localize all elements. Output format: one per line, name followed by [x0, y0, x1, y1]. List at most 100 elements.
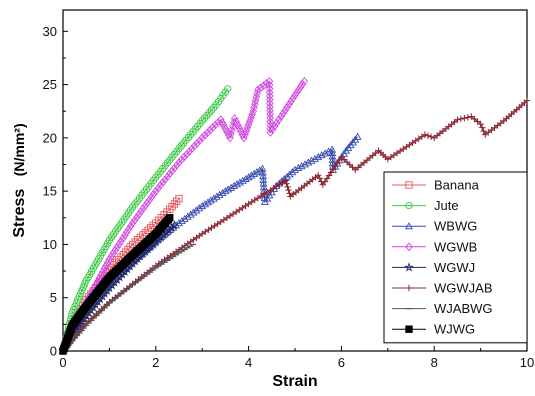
legend-label: WGWB: [434, 239, 477, 254]
data-point: [273, 118, 281, 128]
data-point: [126, 243, 134, 251]
data-point: [203, 111, 211, 120]
data-point: [314, 152, 323, 161]
data-point: [230, 181, 239, 189]
data-point: [79, 283, 88, 291]
data-point: [258, 168, 267, 176]
y-tick-label: 5: [50, 290, 57, 305]
data-point: [291, 165, 299, 173]
data-point: [175, 194, 183, 203]
data-point: [75, 293, 83, 301]
y-tick-label: 10: [43, 237, 57, 252]
data-point: [405, 201, 413, 210]
data-point: [215, 190, 224, 198]
data-point: [170, 200, 179, 208]
data-point: [285, 99, 293, 109]
data-point: [173, 197, 181, 205]
legend-item-wgwj: WGWJ: [392, 260, 475, 275]
y-tick-label: 20: [43, 130, 57, 145]
data-point: [286, 190, 293, 197]
data-point: [285, 186, 292, 194]
data-point: [128, 240, 137, 249]
data-point: [277, 112, 285, 121]
data-point: [283, 103, 291, 112]
legend-label: Jute: [434, 198, 459, 213]
data-point: [244, 173, 253, 181]
data-point: [146, 224, 155, 232]
data-point: [165, 169, 174, 179]
legend-item-wgwjab: WGWJAB: [392, 281, 493, 296]
x-tick-label: 8: [431, 355, 438, 370]
data-point: [183, 212, 192, 220]
data-point: [235, 178, 244, 186]
data-point: [404, 262, 414, 272]
data-point: [259, 183, 268, 191]
data-point: [201, 200, 210, 208]
legend-item-banana: Banana: [392, 178, 480, 193]
data-point: [158, 178, 167, 187]
data-point: [317, 151, 326, 159]
data-point: [464, 114, 472, 121]
data-point: [177, 216, 186, 225]
x-axis-title: Strain: [272, 373, 317, 390]
data-point: [175, 157, 183, 167]
data-point: [119, 233, 127, 243]
data-point: [328, 148, 337, 156]
data-point: [283, 172, 292, 180]
data-point: [230, 114, 239, 124]
data-point: [288, 168, 297, 176]
data-point: [143, 198, 152, 208]
legend-label: WBWG: [434, 219, 477, 234]
data-point: [304, 158, 313, 166]
data-point: [136, 233, 144, 241]
data-point: [218, 118, 227, 128]
data-point: [117, 236, 125, 246]
data-point: [105, 254, 114, 264]
data-point: [133, 212, 141, 222]
data-point: [182, 149, 191, 159]
data-point: [238, 176, 247, 184]
data-point: [207, 106, 216, 114]
data-point: [259, 171, 268, 180]
data-point: [137, 207, 145, 216]
data-point: [188, 144, 196, 154]
data-point: [241, 174, 250, 183]
data-point: [115, 239, 123, 249]
x-tick-label: 6: [338, 355, 345, 370]
data-point: [200, 114, 209, 122]
data-point: [170, 163, 179, 173]
data-point: [477, 120, 484, 128]
legend-label: Banana: [434, 178, 480, 193]
y-axis-title: Stress (N/mm²): [11, 123, 28, 237]
data-point: [328, 145, 337, 153]
data-point: [156, 181, 165, 190]
data-point: [180, 152, 188, 162]
data-point: [328, 152, 337, 160]
data-point: [123, 227, 131, 237]
data-point: [227, 183, 236, 191]
data-point: [224, 185, 233, 193]
data-point: [198, 117, 206, 125]
data-point: [405, 284, 413, 292]
x-tick-label: 2: [152, 355, 159, 370]
data-point: [175, 218, 183, 227]
data-point: [523, 97, 531, 104]
y-tick-label: 15: [43, 184, 57, 199]
data-point: [216, 115, 225, 125]
data-point: [221, 187, 230, 195]
legend-item-wgwb: WGWB: [392, 239, 477, 254]
data-point: [461, 114, 468, 122]
data-point: [212, 192, 221, 200]
data-point: [259, 179, 268, 187]
x-tick-label: 4: [245, 355, 252, 370]
data-point: [186, 210, 195, 218]
data-point: [168, 202, 176, 211]
data-point: [353, 132, 362, 140]
data-point: [97, 270, 105, 280]
data-point: [124, 224, 133, 234]
legend-label: WJABWG: [434, 301, 493, 316]
data-point: [427, 133, 435, 141]
data-point: [100, 264, 109, 274]
data-point: [256, 83, 265, 93]
y-tick-label: 30: [43, 24, 57, 39]
